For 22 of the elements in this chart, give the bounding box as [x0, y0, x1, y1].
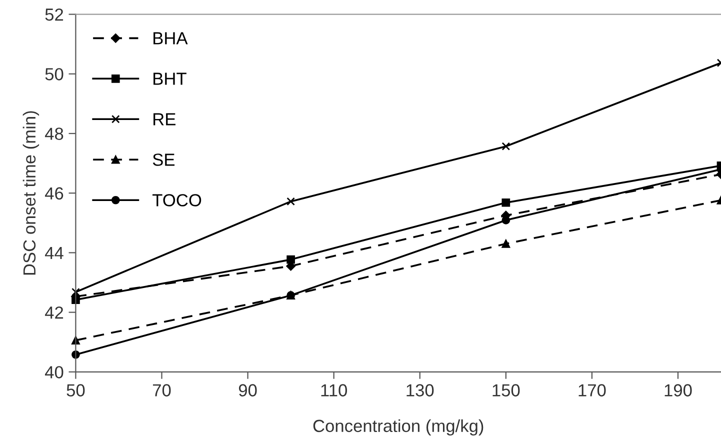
- x-tick-label: 110: [321, 384, 347, 396]
- x-tick-label: 190: [664, 384, 692, 396]
- legend-label: RE: [154, 113, 176, 126]
- y-tick-label: 44: [44, 247, 64, 259]
- y-tick-label: 48: [44, 128, 64, 140]
- x-tick-label: 130: [406, 384, 434, 396]
- legend-label: BHT: [154, 72, 186, 85]
- y-tick-label: 52: [45, 8, 64, 21]
- legend-label: BHA: [154, 32, 188, 44]
- y-tick-label: 50: [45, 68, 64, 80]
- x-tick-label: 150: [492, 384, 520, 396]
- y-tick-label: 46: [44, 187, 64, 200]
- x-tick-label: 70: [152, 384, 171, 396]
- y-axis-title: DSC onset time (min): [22, 111, 40, 275]
- legend-label: SE: [152, 154, 175, 166]
- y-tick-label: 40: [44, 366, 64, 378]
- x-axis-title: Concentration (mg/kg): [313, 419, 484, 436]
- legend-label: TOCO: [152, 194, 202, 206]
- x-tick-label: 50: [66, 384, 85, 396]
- x-tick-label: 90: [238, 384, 257, 396]
- x-tick-label: 170: [578, 384, 606, 396]
- y-tick-label: 42: [44, 306, 64, 319]
